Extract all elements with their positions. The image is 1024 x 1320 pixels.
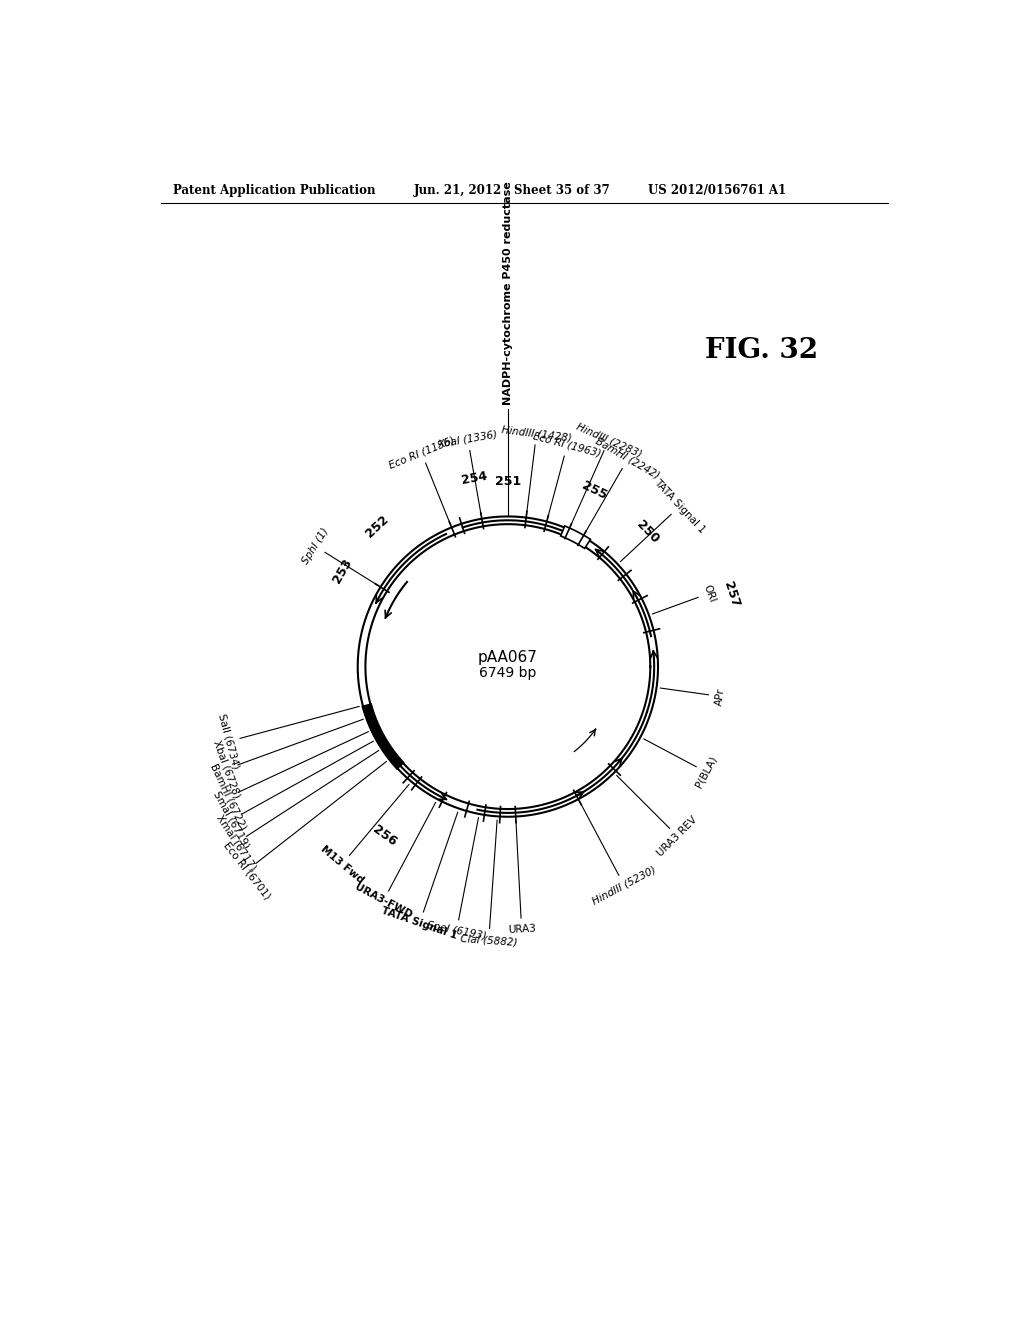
Text: US 2012/0156761 A1: US 2012/0156761 A1 (648, 185, 786, 197)
Text: 252: 252 (364, 513, 391, 541)
Text: 6749 bp: 6749 bp (479, 665, 537, 680)
Text: XbaI (6728): XbaI (6728) (212, 738, 243, 799)
Text: 257: 257 (721, 579, 741, 609)
Text: 251: 251 (495, 475, 521, 488)
Text: ORI: ORI (701, 583, 717, 603)
Text: SalI (6734): SalI (6734) (217, 713, 241, 770)
Text: SmaI (6719): SmaI (6719) (212, 789, 252, 850)
Text: 255: 255 (580, 479, 608, 502)
Text: Eco RI (1963): Eco RI (1963) (532, 432, 602, 459)
Text: Eco RI (1156): Eco RI (1156) (387, 434, 456, 470)
Text: ClaI (5882): ClaI (5882) (460, 933, 518, 946)
Text: SpeI (6193): SpeI (6193) (426, 920, 487, 941)
Text: URA3-FWD: URA3-FWD (353, 882, 414, 920)
Text: Eco RI (6701): Eco RI (6701) (221, 840, 272, 902)
Text: 254: 254 (461, 470, 488, 487)
Text: 250: 250 (634, 517, 662, 545)
Text: BamHI (6722): BamHI (6722) (209, 762, 249, 832)
Text: FIG. 32: FIG. 32 (706, 338, 818, 364)
Text: Sheet 35 of 37: Sheet 35 of 37 (514, 185, 609, 197)
Text: HindIII (1428): HindIII (1428) (501, 424, 572, 442)
Text: 253: 253 (331, 557, 354, 586)
Text: BamHI (2242): BamHI (2242) (594, 436, 662, 480)
Text: URA3 REV: URA3 REV (655, 814, 699, 858)
Text: TATA Signal 1: TATA Signal 1 (652, 478, 708, 536)
Text: HindIII (5230): HindIII (5230) (591, 865, 657, 907)
Polygon shape (361, 704, 404, 770)
Text: Patent Application Publication: Patent Application Publication (173, 185, 376, 197)
Text: URA3: URA3 (508, 924, 536, 936)
Text: M13 Fwd: M13 Fwd (318, 843, 366, 884)
Text: XbaI (1336): XbaI (1336) (437, 429, 499, 449)
Polygon shape (561, 525, 591, 548)
Text: 256: 256 (371, 824, 399, 849)
Text: HindIII (2283): HindIII (2283) (574, 421, 643, 459)
Text: Jun. 21, 2012: Jun. 21, 2012 (414, 185, 502, 197)
Text: TATA Signal 1: TATA Signal 1 (380, 906, 459, 941)
Text: pAA067: pAA067 (478, 649, 538, 665)
Text: NADPH-cytochrome P450 reductase: NADPH-cytochrome P450 reductase (503, 181, 513, 405)
Text: XmaI (6717): XmaI (6717) (215, 813, 258, 873)
Text: SphI (1): SphI (1) (300, 527, 331, 566)
Text: APr: APr (714, 686, 726, 706)
Text: P(BLA): P(BLA) (694, 755, 719, 789)
